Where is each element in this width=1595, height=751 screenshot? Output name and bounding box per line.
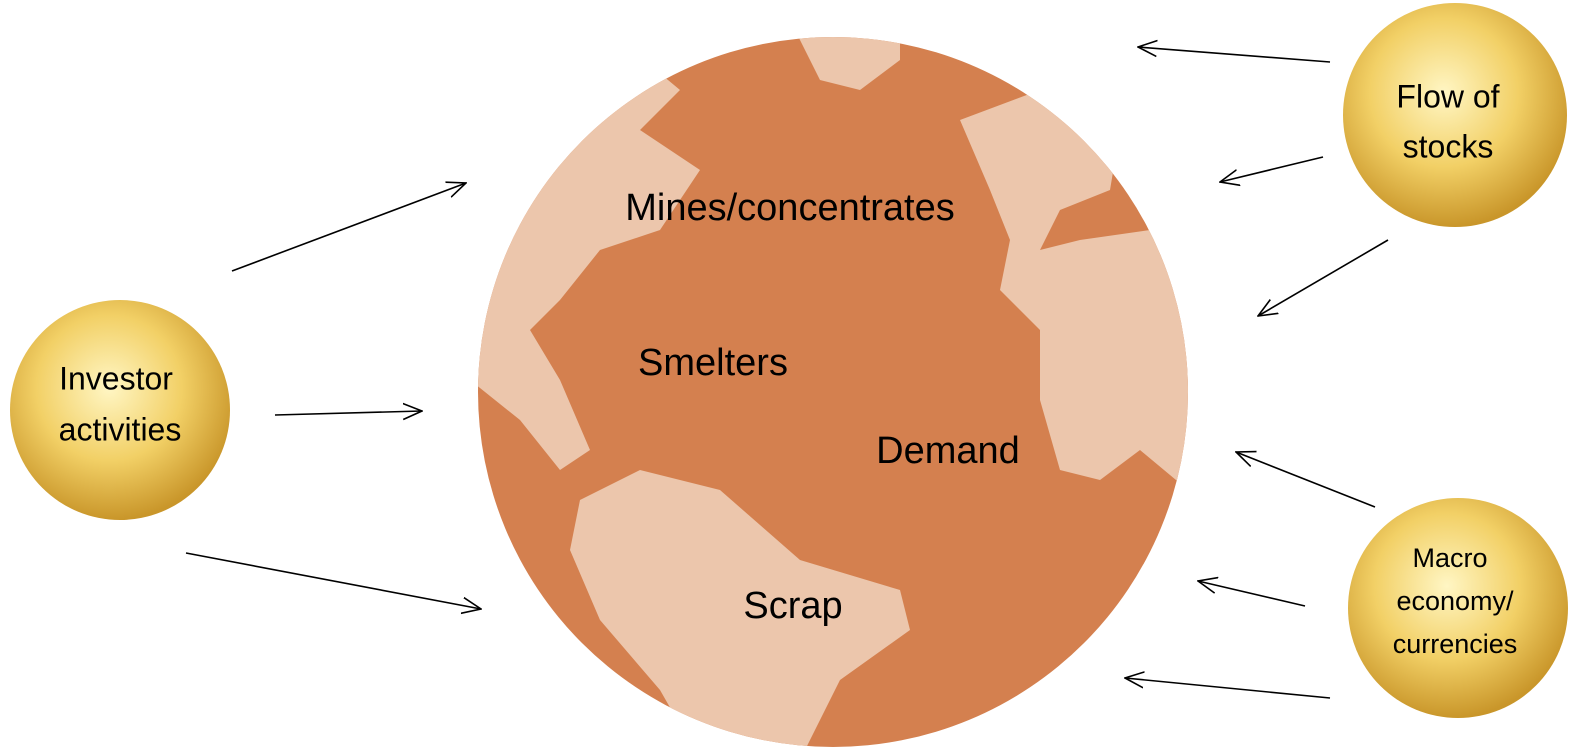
node-label: economy/ bbox=[1396, 586, 1514, 616]
globe: Mines/concentrates Smelters Demand Scrap bbox=[478, 37, 1188, 747]
node: Macro economy/ currencies bbox=[1348, 498, 1568, 718]
arrow bbox=[1125, 678, 1331, 699]
node: Investor activities bbox=[10, 300, 230, 520]
arrow bbox=[1258, 239, 1389, 316]
node-label: Investor bbox=[59, 360, 173, 396]
arrow bbox=[274, 411, 422, 415]
arrows bbox=[185, 47, 1389, 699]
arrow bbox=[1198, 581, 1306, 607]
globe-label: Smelters bbox=[638, 342, 788, 384]
node-label: activities bbox=[59, 411, 182, 447]
arrow bbox=[1236, 452, 1376, 508]
node-circle bbox=[1348, 498, 1568, 718]
node-label: currencies bbox=[1393, 629, 1518, 659]
node-circle bbox=[10, 300, 230, 520]
arrow bbox=[1220, 156, 1324, 182]
node-label: stocks bbox=[1403, 128, 1494, 164]
node: Flow of stocks bbox=[1343, 3, 1567, 227]
node-label: Flow of bbox=[1396, 78, 1499, 114]
arrow bbox=[231, 183, 466, 272]
arrow bbox=[1138, 47, 1331, 63]
node-circle bbox=[1343, 3, 1567, 227]
globe-label: Mines/concentrates bbox=[625, 187, 955, 229]
globe-label: Scrap bbox=[743, 585, 842, 627]
globe-label: Demand bbox=[876, 430, 1020, 472]
arrow bbox=[185, 552, 481, 609]
node-label: Macro bbox=[1412, 543, 1487, 573]
